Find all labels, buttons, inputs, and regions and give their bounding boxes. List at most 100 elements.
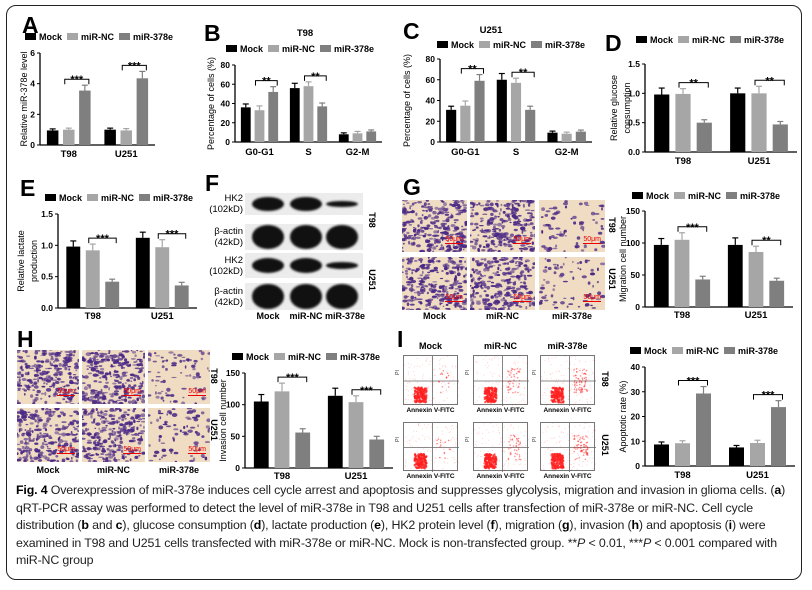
caption-segment: < 0.01, *** [585, 535, 643, 550]
panel-label-e: E [20, 175, 36, 201]
protein-band [252, 225, 284, 249]
panel-label-d: D [605, 30, 622, 56]
bar [120, 130, 132, 145]
x-tick-label: S [513, 147, 519, 158]
significance-bracket [460, 68, 485, 74]
y-axis-label: Migration cell number [618, 216, 628, 302]
x-tick-label: U251 [745, 310, 768, 321]
bar [66, 246, 81, 308]
caption-segment: ) were examined in T98 and U251 cells tr… [16, 518, 766, 550]
scale-bar: 50μm [445, 294, 463, 302]
blot-size-label: (42kD) [214, 296, 243, 308]
significance-bracket [751, 239, 782, 246]
legend-label: miR-378e [340, 352, 380, 362]
bar [675, 443, 690, 466]
micrograph-image: 50μm [539, 257, 605, 310]
significance-bracket [157, 233, 187, 239]
y-tick-label: 0.0 [41, 303, 53, 313]
micrograph-image: 50μm [17, 408, 79, 462]
legend-swatch [437, 41, 448, 48]
x-axis-label-annexin: Annexin V-FITC [476, 407, 525, 414]
scale-bar: 50μm [583, 236, 601, 244]
group-label: miR-NC [484, 341, 517, 351]
bar [317, 106, 328, 142]
panel-label-c: C [403, 18, 420, 44]
protein-band [326, 200, 358, 208]
bar [136, 78, 149, 145]
caption-segment: P [642, 535, 652, 550]
protein-band [252, 284, 284, 309]
caption-segment: g [561, 518, 570, 532]
bar [748, 251, 764, 307]
x-tick-label: U251 [151, 311, 174, 322]
significance-label: ** [689, 78, 698, 90]
y-axis-label: Apoptotic rate (%) [618, 380, 628, 452]
legend-label: miR-378e [133, 32, 173, 42]
caption-segment: h [631, 518, 639, 532]
protein-band [290, 284, 322, 309]
legend-label: miR-NC [101, 193, 134, 203]
x-axis-label-annexin: Annexin V-FITC [406, 407, 455, 414]
significance-label: ** [762, 235, 771, 247]
x-tick-label: T98 [675, 156, 691, 167]
x-axis-label-annexin: Annexin V-FITC [543, 407, 592, 414]
scale-bar: 50μm [445, 236, 463, 244]
legend-label: miR-NC [81, 32, 114, 42]
bar [446, 109, 457, 142]
significance-bracket [255, 80, 278, 86]
caption-segment: e [374, 518, 381, 532]
chart-b: 0 20 40 60 80 Percentage of cells (%) T98 Mock m… [206, 28, 382, 158]
bar [654, 94, 670, 152]
significance-label: ** [765, 75, 774, 87]
legend-swatch [139, 194, 151, 201]
legend-label: Mock [240, 44, 264, 54]
group-label: Mock [256, 311, 280, 321]
scale-bar: 50μm [513, 236, 531, 244]
significance-bracket [754, 79, 785, 86]
legend-label: miR-378e [334, 44, 374, 54]
caption-segment: P [577, 535, 586, 550]
caption-segment: ), lactate production ( [261, 518, 375, 532]
x-tick-label: T98 [274, 471, 290, 482]
significance-label: ** [519, 67, 528, 79]
y-tick-label: 150 [226, 368, 240, 378]
bar [729, 447, 744, 466]
legend-swatch [119, 33, 131, 40]
x-tick-label: T98 [674, 310, 690, 321]
cell-line-label: T98 [600, 371, 610, 387]
bar [561, 133, 572, 142]
bar [575, 131, 586, 142]
x-tick-label: U251 [345, 471, 368, 482]
y-axis-label: Percentage of cells (%) [206, 57, 216, 150]
y-tick-label: 0.0 [628, 147, 640, 157]
scale-bar: 50μm [123, 446, 141, 454]
micrograph-image: 50μm [82, 408, 145, 462]
y-axis-label-pi: PI [464, 370, 471, 375]
x-tick-label: U251 [746, 470, 769, 481]
legend-swatch [67, 33, 79, 40]
significance-label: *** [166, 229, 180, 241]
bar [474, 80, 485, 142]
y-tick-label: 20 [221, 118, 231, 128]
chart-title: U251 [480, 25, 503, 36]
y-tick-label: 20 [426, 116, 436, 126]
bar [369, 439, 385, 468]
x-axis-label-annexin: Annexin V-FITC [406, 473, 455, 480]
blot-protein-label: β-actin [214, 285, 243, 297]
caption-segment: Overexpression of miR-378e induces cell … [47, 483, 775, 497]
flow-plot [473, 422, 529, 472]
caption-segment: ) qRT-PCR assay was performed to detect … [16, 483, 786, 532]
legend-swatch [678, 36, 690, 43]
bar [547, 132, 558, 142]
bar [105, 281, 120, 308]
bar [63, 129, 75, 145]
micrograph-image: 50μm [470, 257, 535, 310]
blot-size-label: (102kD) [209, 265, 243, 277]
significance-label: *** [360, 385, 374, 397]
figure-caption: Fig. 4 Overexpression of miR-378e induce… [16, 482, 796, 570]
group-label: miR-NC [97, 465, 130, 475]
significance-label: *** [96, 233, 110, 245]
